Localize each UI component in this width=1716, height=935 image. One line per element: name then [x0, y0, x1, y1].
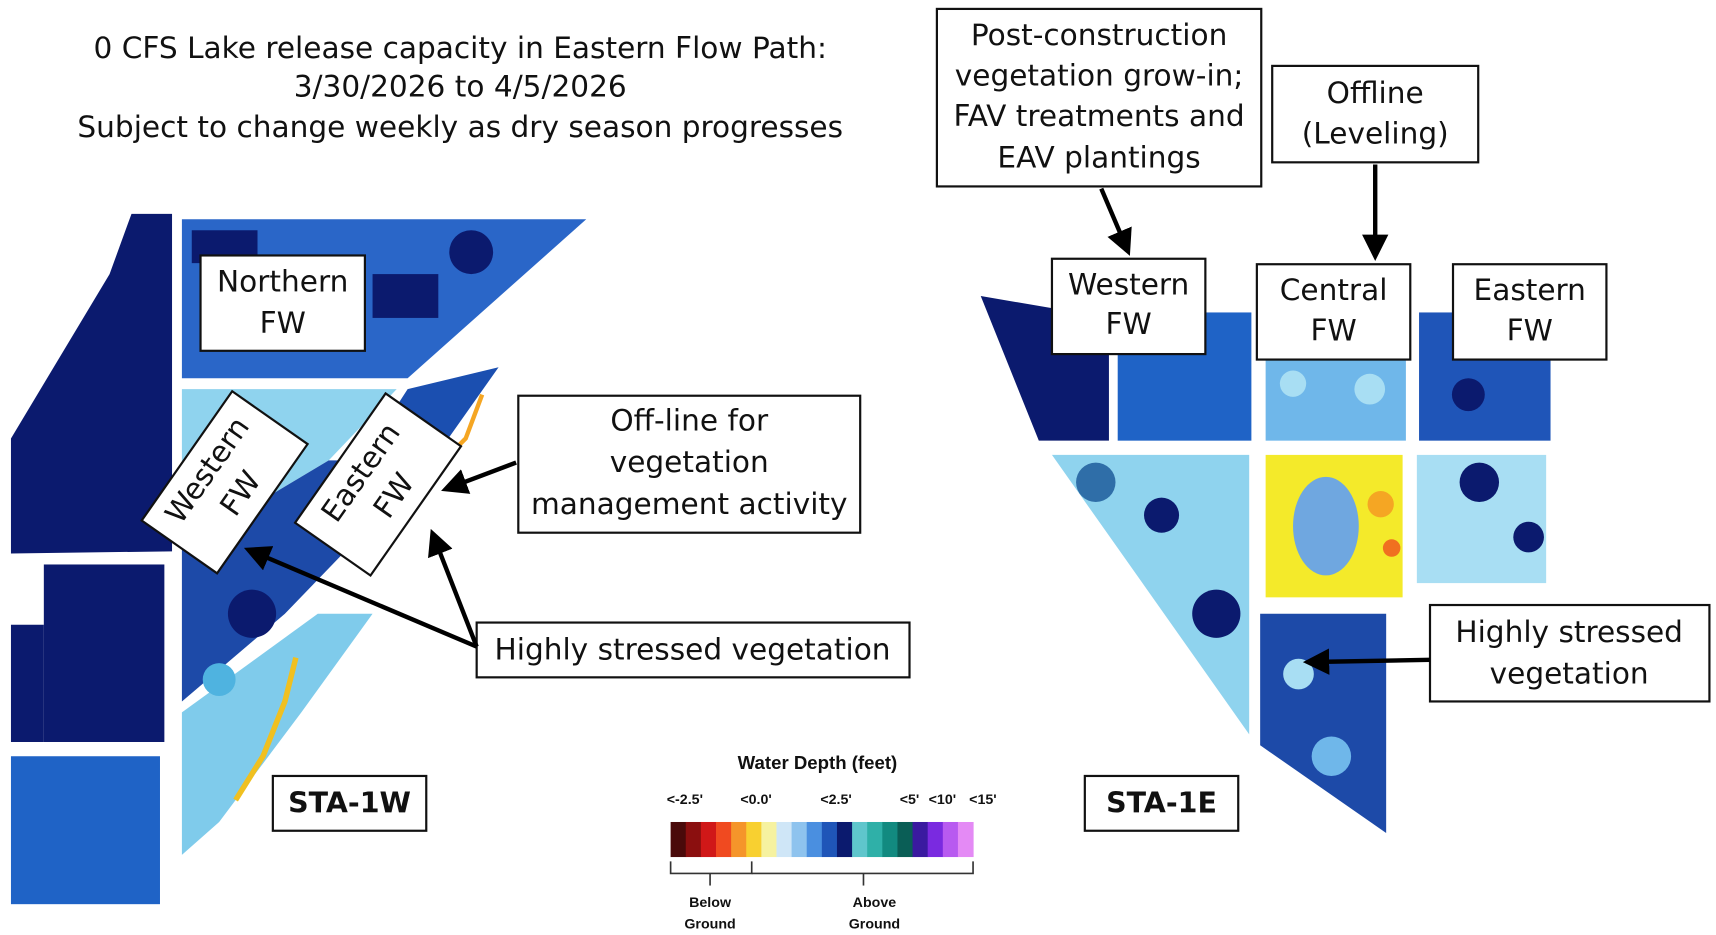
- legend-group: Ground: [684, 917, 735, 933]
- sta-1e-map: [980, 296, 1551, 833]
- callout-box: [1050, 257, 1207, 356]
- map-label: STA-1W: [288, 786, 411, 819]
- legend-tick: <-2.5': [667, 792, 703, 808]
- area-label: Eastern: [1474, 273, 1586, 307]
- header-line: Subject to change weekly as dry season p…: [77, 110, 843, 144]
- legend-group: Above: [853, 895, 897, 911]
- legend-swatch: [912, 821, 929, 858]
- legend-colorbar: [670, 821, 974, 858]
- legend-swatch: [836, 821, 853, 858]
- callout-text: Highly stressed: [1455, 615, 1683, 649]
- area-label: Western: [1068, 268, 1189, 302]
- callout-text: vegetation: [610, 445, 769, 479]
- callout-box: [140, 389, 310, 575]
- legend-swatch: [957, 821, 974, 858]
- legend-group: Below: [689, 895, 732, 911]
- legend-swatch: [821, 821, 838, 858]
- legend-swatch: [731, 821, 747, 858]
- legend-tick: <15': [969, 792, 997, 808]
- callout-box: [1428, 603, 1711, 703]
- legend-swatch: [761, 821, 778, 858]
- legend-swatch: [882, 821, 898, 858]
- legend-swatch: [700, 821, 717, 858]
- legend-swatch: [715, 821, 732, 858]
- legend-swatch: [746, 821, 762, 858]
- callout-text: (Leveling): [1302, 116, 1449, 150]
- callout-text: Highly stressed vegetation: [494, 633, 890, 667]
- map-label-box: [1083, 774, 1240, 832]
- area-label: FW: [1106, 307, 1152, 341]
- header-line: 0 CFS Lake release capacity in Eastern F…: [94, 31, 827, 65]
- callout-text: vegetation grow-in;: [955, 58, 1244, 92]
- area-label: FW: [1310, 314, 1356, 348]
- legend-group: Ground: [849, 917, 900, 933]
- arrow: [1099, 187, 1132, 256]
- arrow: [441, 460, 517, 494]
- callout-text: FAV treatments and: [954, 99, 1245, 133]
- legend-tick: <0.0': [740, 792, 772, 808]
- legend-tick: <5': [900, 792, 920, 808]
- callout-box: [199, 254, 366, 352]
- legend-swatch: [867, 821, 883, 858]
- legend-swatch: [685, 821, 702, 858]
- area-label: FW: [260, 306, 306, 340]
- callout-box: [1271, 64, 1480, 164]
- area-label: Central: [1280, 273, 1388, 307]
- callout-box: [293, 391, 463, 578]
- callout-text: EAV plantings: [997, 141, 1200, 175]
- arrow: [428, 528, 479, 648]
- legend: Water Depth (feet) <-2.5' <0.0' <2.5' <5…: [667, 752, 997, 933]
- header-line: 3/30/2026 to 4/5/2026: [294, 69, 627, 103]
- callout-text: Off-line for: [610, 404, 769, 438]
- callout-text: vegetation: [1490, 657, 1649, 691]
- legend-swatch: [852, 821, 868, 858]
- header: 0 CFS Lake release capacity in Eastern F…: [77, 31, 843, 144]
- map-label-box: [271, 774, 428, 832]
- legend-swatch: [776, 821, 793, 858]
- legend-swatch: [806, 821, 823, 858]
- legend-tick: <10': [929, 792, 957, 808]
- legend-title: Water Depth (feet): [738, 752, 898, 773]
- sta-1e-labels: Post-construction vegetation grow-in; FA…: [935, 7, 1711, 832]
- arrow: [243, 546, 478, 649]
- callout-text: Offline: [1327, 76, 1424, 110]
- legend-swatch: [670, 821, 687, 858]
- callout-box: [1255, 263, 1412, 361]
- map-label: STA-1E: [1106, 786, 1217, 819]
- callout-box: [1451, 263, 1608, 361]
- area-label: Northern: [217, 264, 348, 298]
- callout-box: [935, 7, 1263, 188]
- legend-swatch: [791, 821, 808, 858]
- area-label: FW: [1507, 314, 1553, 348]
- legend-tick: <2.5': [820, 792, 852, 808]
- legend-swatch: [942, 821, 959, 858]
- callout-box: [475, 621, 911, 679]
- callout-text: Post-construction: [971, 18, 1227, 52]
- legend-swatch: [927, 821, 944, 858]
- arrow: [1302, 648, 1431, 675]
- callout-text: management activity: [531, 487, 848, 521]
- legend-swatch: [897, 821, 914, 858]
- callout-box: [517, 394, 862, 534]
